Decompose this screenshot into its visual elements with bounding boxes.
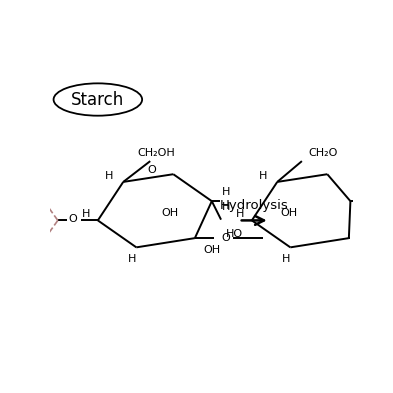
Text: OH: OH	[161, 208, 178, 218]
Text: H: H	[82, 209, 90, 219]
Text: HO: HO	[226, 229, 244, 239]
Text: O: O	[221, 233, 230, 243]
Text: OH: OH	[203, 245, 220, 255]
Text: Hydrolysis: Hydrolysis	[220, 198, 288, 211]
Text: H: H	[222, 202, 230, 212]
Text: H: H	[128, 254, 137, 264]
Text: H: H	[236, 209, 244, 219]
Text: H: H	[282, 254, 291, 264]
Text: OH: OH	[280, 208, 298, 218]
Ellipse shape	[53, 83, 142, 116]
Text: CH₂O: CH₂O	[308, 148, 338, 158]
Text: H: H	[222, 187, 230, 197]
Text: O: O	[147, 165, 156, 175]
Text: O: O	[69, 214, 77, 224]
Text: H: H	[259, 171, 268, 181]
Text: H: H	[105, 171, 114, 181]
Text: Starch: Starch	[71, 90, 125, 108]
Text: CH₂OH: CH₂OH	[138, 149, 175, 158]
